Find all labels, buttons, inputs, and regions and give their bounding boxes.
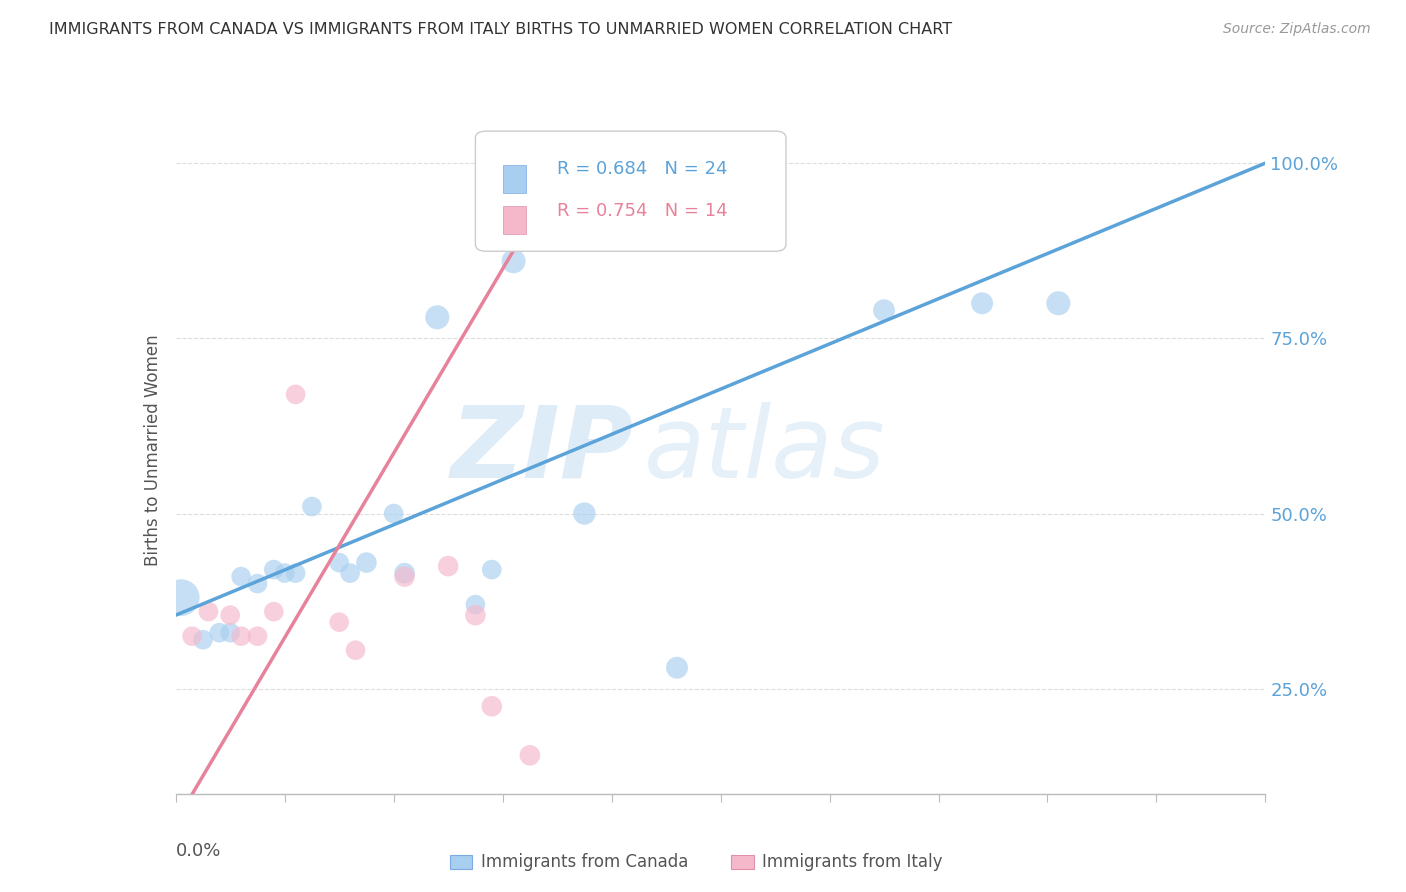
Text: Immigrants from Canada: Immigrants from Canada	[481, 853, 688, 871]
Point	[481, 563, 503, 577]
Point	[464, 608, 486, 623]
Point	[574, 507, 596, 521]
Point	[181, 629, 204, 643]
Point	[437, 559, 460, 574]
Text: 0.0%: 0.0%	[176, 842, 221, 860]
Point	[208, 625, 231, 640]
Point	[464, 598, 486, 612]
Point	[394, 569, 416, 583]
Point	[328, 615, 350, 630]
Bar	[503, 206, 526, 234]
Text: ZIP: ZIP	[450, 402, 633, 499]
Point	[246, 576, 269, 591]
Point	[191, 632, 214, 647]
Point	[170, 591, 193, 605]
Text: Source: ZipAtlas.com: Source: ZipAtlas.com	[1223, 22, 1371, 37]
Text: IMMIGRANTS FROM CANADA VS IMMIGRANTS FROM ITALY BIRTHS TO UNMARRIED WOMEN CORREL: IMMIGRANTS FROM CANADA VS IMMIGRANTS FRO…	[49, 22, 952, 37]
Bar	[503, 164, 526, 193]
Point	[394, 566, 416, 581]
Point	[382, 507, 405, 521]
Point	[219, 625, 242, 640]
Point	[339, 566, 361, 581]
Point	[502, 254, 524, 268]
Point	[197, 605, 219, 619]
Point	[231, 569, 253, 583]
Point	[274, 566, 297, 581]
Point	[284, 566, 307, 581]
Point	[344, 643, 367, 657]
Point	[426, 310, 449, 325]
Point	[301, 500, 323, 514]
Text: Immigrants from Italy: Immigrants from Italy	[762, 853, 942, 871]
Point	[219, 608, 242, 623]
Point	[666, 661, 689, 675]
Text: R = 0.754   N = 14: R = 0.754 N = 14	[557, 202, 728, 220]
Text: atlas: atlas	[644, 402, 886, 499]
Point	[873, 303, 896, 318]
Point	[356, 556, 378, 570]
Point	[970, 296, 993, 310]
Point	[263, 605, 285, 619]
Point	[231, 629, 253, 643]
Point	[284, 387, 307, 401]
Y-axis label: Births to Unmarried Women: Births to Unmarried Women	[143, 334, 162, 566]
FancyBboxPatch shape	[475, 131, 786, 252]
Point	[1047, 296, 1070, 310]
Point	[519, 748, 541, 763]
Point	[328, 556, 350, 570]
Point	[246, 629, 269, 643]
Text: R = 0.684   N = 24: R = 0.684 N = 24	[557, 160, 728, 178]
Point	[263, 563, 285, 577]
Point	[481, 699, 503, 714]
